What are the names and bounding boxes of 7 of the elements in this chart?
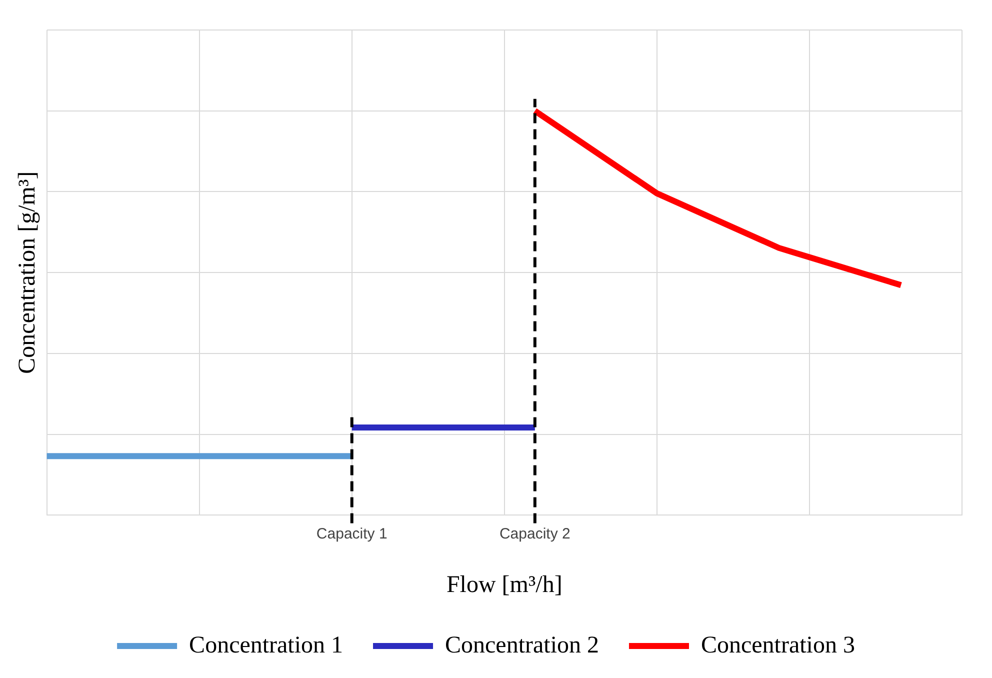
legend-label: Concentration 2 xyxy=(445,632,599,658)
x-tick-label: Capacity 1 xyxy=(316,525,388,542)
x-tick-label: Capacity 2 xyxy=(499,525,570,542)
y-axis-title: Concentration [g/m³] xyxy=(14,171,41,374)
x-axis-title: Flow [m³/h] xyxy=(446,572,562,598)
legend-label: Concentration 1 xyxy=(189,632,344,658)
legend-label: Concentration 3 xyxy=(700,632,855,658)
